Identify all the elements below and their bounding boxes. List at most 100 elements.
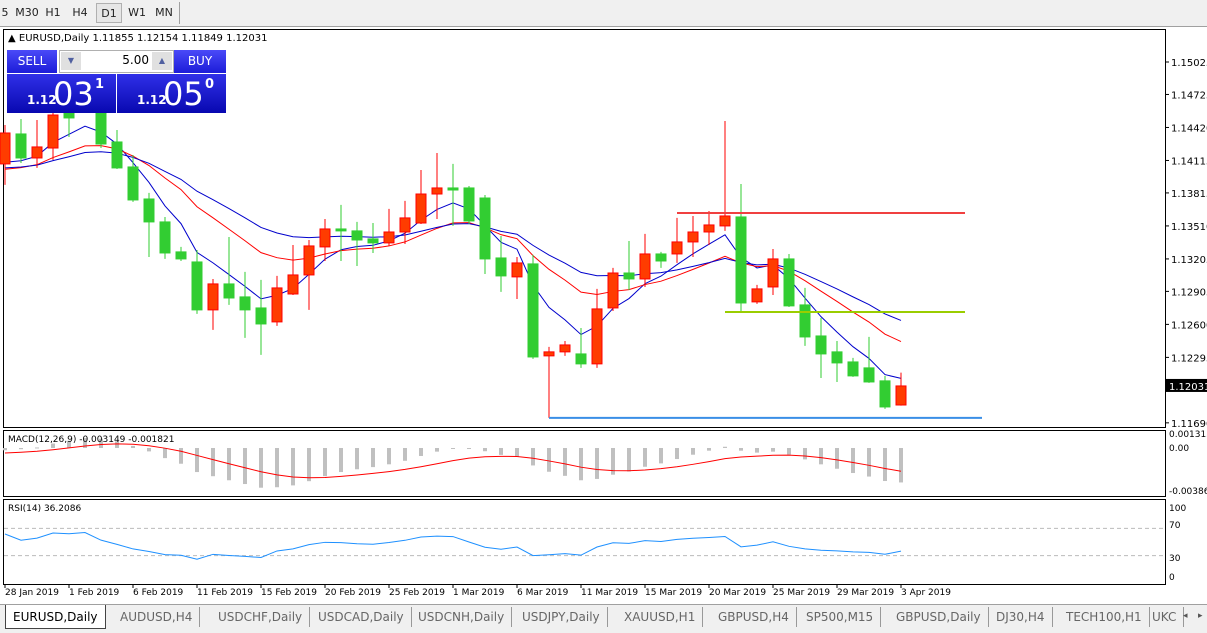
price-axis-label: 1.15025: [1171, 58, 1207, 69]
tab-scroll-right-icon[interactable]: ▸: [1198, 611, 1203, 621]
price-axis-label: 1.12905: [1171, 287, 1207, 298]
tab-gbpusd-h4[interactable]: GBPUSD,H4: [711, 607, 797, 627]
macd-histogram-bar: [3, 448, 7, 451]
volume-input[interactable]: 5.00: [122, 53, 149, 67]
candle-body: [383, 231, 395, 244]
candle-body: [463, 187, 475, 222]
candle: [575, 327, 587, 368]
tab-audusd-h4[interactable]: AUDUSD,H4: [113, 607, 201, 627]
candle-body: [543, 351, 555, 357]
sell-price-box[interactable]: 1.12 03 1: [7, 74, 116, 113]
tab-ukc[interactable]: UKC: [1145, 607, 1185, 627]
macd-histogram-bar: [819, 448, 823, 465]
timeframe-w1-button[interactable]: W1: [128, 6, 146, 19]
macd-histogram-bar: [595, 448, 599, 479]
date-axis-label: 11 Mar 2019: [581, 588, 638, 598]
volume-up-icon[interactable]: ▲: [152, 52, 172, 70]
macd-histogram-bar: [307, 448, 311, 482]
timeframe-d1-button[interactable]: D1: [96, 3, 122, 23]
macd-histogram-bar: [195, 448, 199, 473]
sell-price-pips: 03: [53, 75, 94, 113]
timeframe-mn-button[interactable]: MN: [155, 6, 173, 19]
candle-body: [271, 287, 283, 323]
candle: [319, 218, 331, 261]
candle-body: [479, 197, 491, 260]
timeframe-toolbar: 5 M30 H1 H4 D1 W1 MN: [0, 0, 1207, 27]
candle-body: [31, 146, 43, 159]
candle: [191, 249, 203, 314]
candle-body: [191, 261, 203, 311]
candle: [351, 221, 363, 266]
tab-gbpusd-daily[interactable]: GBPUSD,Daily: [889, 607, 989, 627]
timeframe-h1-button[interactable]: H1: [45, 6, 61, 19]
timeframe-m5-button[interactable]: 5: [1, 6, 9, 19]
macd-histogram-bar: [579, 448, 583, 481]
candle: [863, 336, 875, 383]
candle-body: [895, 385, 907, 406]
macd-histogram-bar: [451, 448, 455, 449]
tab-tech100-h1[interactable]: TECH100,H1: [1059, 607, 1150, 627]
macd-histogram-bar: [835, 448, 839, 469]
volume-spinner[interactable]: ▼ 5.00 ▲: [59, 50, 174, 73]
candle-body: [207, 283, 219, 311]
tab-eurusd-daily[interactable]: EURUSD,Daily: [5, 605, 106, 629]
macd-histogram-bar: [739, 448, 743, 451]
candle-body: [687, 231, 699, 243]
candle: [751, 284, 763, 304]
candle: [655, 251, 667, 268]
macd-histogram-bar: [755, 448, 759, 453]
candle-body: [431, 187, 443, 195]
rsi-label: RSI(14) 36.2086: [8, 504, 81, 514]
candle-body: [175, 251, 187, 260]
macd-histogram-bar: [291, 448, 295, 486]
sell-price-fraction: 1: [95, 77, 105, 92]
timeframe-h4-button[interactable]: H4: [72, 6, 88, 19]
candle: [239, 271, 251, 338]
tab-scroll-left-icon[interactable]: ◂: [1183, 611, 1188, 621]
timeframe-m30-button[interactable]: M30: [15, 6, 39, 19]
candle-body: [239, 296, 251, 311]
macd-histogram-bar: [531, 448, 535, 466]
macd-histogram-bar: [547, 448, 551, 472]
candle: [367, 223, 379, 253]
tab-usdcnh-daily[interactable]: USDCNH,Daily: [411, 607, 513, 627]
tab-usdcad-daily[interactable]: USDCAD,Daily: [311, 607, 412, 627]
price-axis-label: 1.14115: [1171, 156, 1207, 167]
candle: [223, 236, 235, 305]
bid-price-box: [1166, 378, 1207, 392]
price-chart[interactable]: 1.15025 1.14725 1.14420 1.14115 1.13815 1.135…: [0, 26, 1207, 604]
tab-xauusd-h1[interactable]: XAUUSD,H1: [617, 607, 704, 627]
candle-body: [703, 224, 715, 233]
candle-body: [847, 361, 859, 377]
candle-body: [447, 187, 459, 191]
collapse-triangle-icon[interactable]: ▲: [8, 33, 19, 44]
date-axis-label: 25 Feb 2019: [389, 588, 445, 598]
candle: [175, 246, 187, 261]
volume-down-icon[interactable]: ▼: [61, 52, 81, 70]
sell-button[interactable]: SELL: [7, 50, 57, 73]
candle: [447, 163, 459, 226]
candle-body: [591, 308, 603, 365]
macd-histogram-bar: [803, 448, 807, 460]
candle: [527, 254, 539, 359]
bid-price-label: 1.12031: [1169, 382, 1207, 393]
buy-price-fraction: 0: [205, 77, 215, 92]
tab-usdchf-daily[interactable]: USDCHF,Daily: [211, 607, 311, 627]
tab-sp500-m15[interactable]: SP500,M15: [799, 607, 882, 627]
date-axis-label: 20 Feb 2019: [325, 588, 381, 598]
candle: [31, 119, 43, 168]
tab-usdjpy-daily[interactable]: USDJPY,Daily: [515, 607, 608, 627]
macd-signal-line: [4, 443, 902, 479]
rsi-panel-frame: [3, 499, 1166, 585]
candle: [271, 275, 283, 326]
candle: [127, 154, 139, 202]
candle: [159, 216, 171, 259]
candle-body: [415, 193, 427, 224]
candle: [703, 210, 715, 245]
macd-histogram-bar: [179, 448, 183, 464]
buy-price-box[interactable]: 1.12 05 0: [117, 74, 226, 113]
tab-dj30-h4[interactable]: DJ30,H4: [989, 607, 1053, 627]
macd-histogram-bar: [563, 448, 567, 476]
candle: [15, 119, 27, 163]
buy-button[interactable]: BUY: [174, 50, 226, 73]
